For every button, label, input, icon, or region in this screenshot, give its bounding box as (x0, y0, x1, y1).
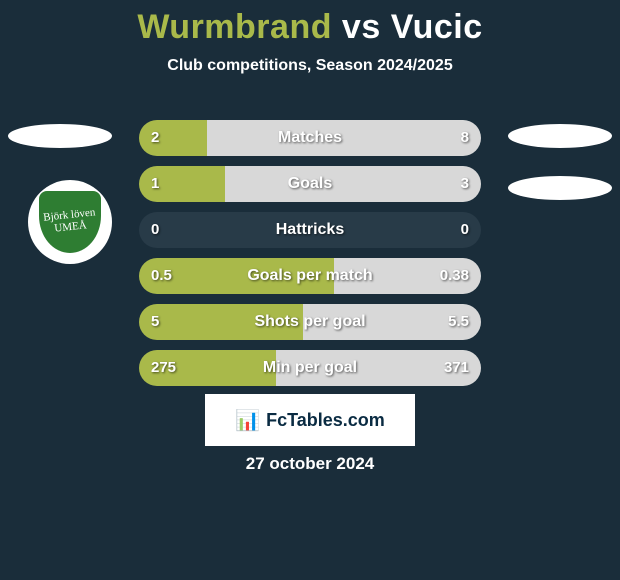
metric-label: Hattricks (139, 212, 481, 248)
metric-row: Matches2 8 (139, 120, 481, 156)
metric-value-right: 0 (461, 212, 469, 248)
metric-row: Goals per match0.5 0.38 (139, 258, 481, 294)
metric-row: Shots per goal5 5.5 (139, 304, 481, 340)
fctables-watermark: 📊 FcTables.com (205, 394, 415, 446)
metric-label: Matches (139, 120, 481, 156)
club-badge-text: Björk löven UMEÅ (38, 207, 102, 236)
page-title: Wurmbrand vs Vucic (0, 0, 620, 47)
player-left-name: Wurmbrand (137, 8, 332, 46)
player-right-name: Vucic (391, 8, 483, 46)
date-label: 27 october 2024 (0, 454, 620, 474)
player-oval (8, 124, 112, 148)
chart-icon: 📊 (235, 408, 260, 433)
club-badge: Björk löven UMEÅ (28, 180, 112, 264)
fctables-label: FcTables.com (266, 410, 385, 431)
player-oval (508, 124, 612, 148)
metric-value-left: 275 (151, 350, 176, 386)
metrics-bars: Matches2 8 Goals1 3 Hattricks0 0 Goals per mat… (139, 120, 481, 396)
club-badge-shield: Björk löven UMEÅ (39, 191, 101, 253)
metric-value-left: 1 (151, 166, 159, 202)
metric-value-left: 0.5 (151, 258, 172, 294)
metric-label: Shots per goal (139, 304, 481, 340)
metric-label: Min per goal (139, 350, 481, 386)
subtitle: Club competitions, Season 2024/2025 (0, 57, 620, 75)
metric-label: Goals per match (139, 258, 481, 294)
metric-value-right: 8 (461, 120, 469, 156)
metric-row: Hattricks0 0 (139, 212, 481, 248)
metric-value-left: 2 (151, 120, 159, 156)
comparison-card: Wurmbrand vs Vucic Club competitions, Se… (0, 0, 620, 580)
metric-label: Goals (139, 166, 481, 202)
metric-value-right: 0.38 (440, 258, 469, 294)
metric-value-left: 0 (151, 212, 159, 248)
title-separator: vs (332, 8, 391, 46)
metric-value-right: 5.5 (448, 304, 469, 340)
metric-row: Min per goal275 371 (139, 350, 481, 386)
player-oval (508, 176, 612, 200)
metric-value-left: 5 (151, 304, 159, 340)
metric-value-right: 3 (461, 166, 469, 202)
metric-row: Goals1 3 (139, 166, 481, 202)
metric-value-right: 371 (444, 350, 469, 386)
